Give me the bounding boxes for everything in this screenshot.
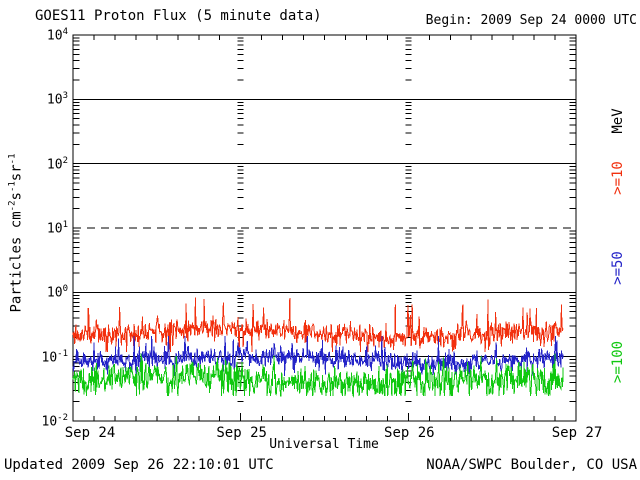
chart-title: GOES11 Proton Flux (5 minute data) [35, 8, 322, 24]
legend-entry-gte50: >=50 [610, 251, 626, 285]
updated-timestamp: Updated 2009 Sep 26 22:10:01 UTC [4, 457, 274, 473]
series-protons_gte_10MeV [72, 297, 564, 353]
y-tick-label-1e-2: 10-2 [41, 413, 69, 430]
y-tick-label-1e0: 100 [46, 284, 68, 301]
legend-entry-gte100: >=100 [610, 340, 626, 384]
begin-time-label: Begin: 2009 Sep 24 0000 UTC [425, 13, 637, 28]
x-tick-label-3: Sep 27 [551, 425, 603, 441]
x-tick-label-2: Sep 26 [384, 425, 435, 441]
y-tick-label-1e1: 101 [46, 220, 68, 237]
legend-unit-label: MeV [610, 108, 626, 134]
legend-entry-gte10: >=10 [610, 161, 626, 195]
series-protons_gte_100MeV [72, 353, 564, 398]
y-tick-label-1e3: 103 [46, 91, 68, 108]
y-tick-label-1e4: 104 [46, 27, 68, 44]
y-axis-title: Particles cm-2s-1sr-1 [7, 153, 25, 313]
x-tick-label-1: Sep 25 [216, 425, 267, 441]
x-tick-label-0: Sep 24 [64, 425, 116, 441]
credit-label: NOAA/SWPC Boulder, CO USA [426, 457, 637, 473]
x-axis-title: Universal Time [269, 437, 379, 452]
plot-frame [72, 34, 577, 422]
y-tick-label-1e2: 102 [46, 155, 68, 172]
y-tick-label-1e-1: 10-1 [41, 348, 69, 365]
